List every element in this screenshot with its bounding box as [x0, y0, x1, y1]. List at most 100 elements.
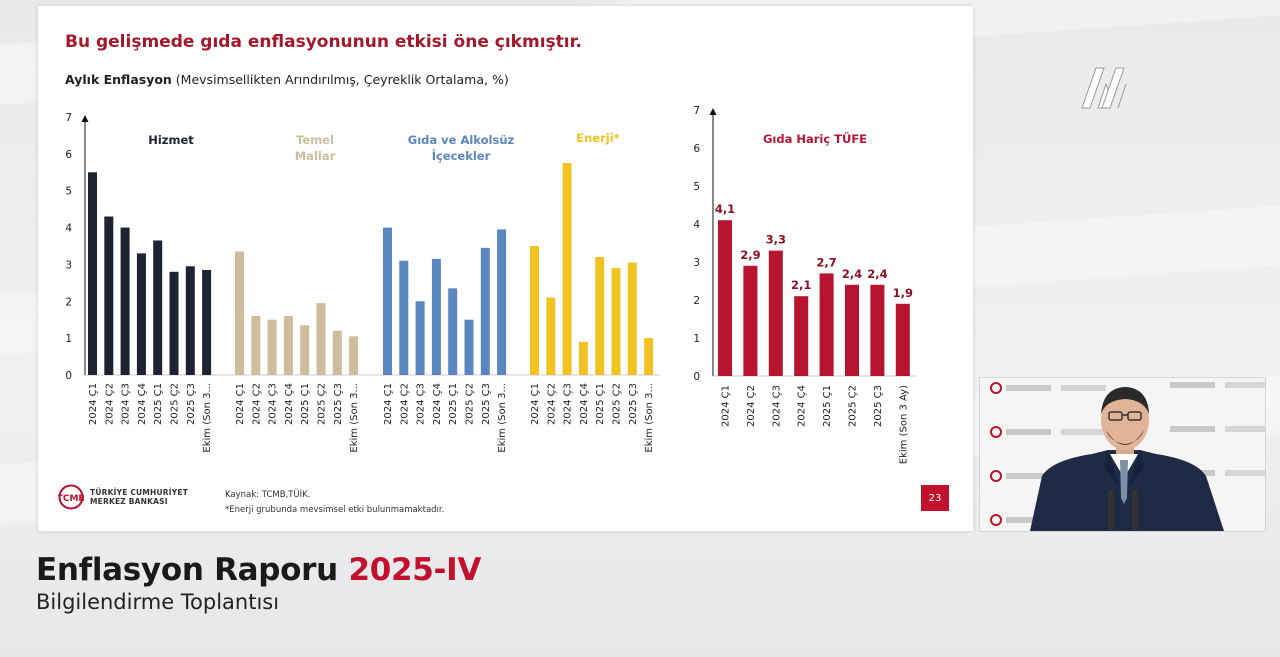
series-title-temel-mallar: Temel: [296, 133, 334, 147]
x-tick-label-gida-haric-tufe: 2025 Ç1: [822, 385, 833, 427]
bar-temel-mallar-1: [235, 251, 244, 375]
series-title-g-da-ve-alkols-z-i-ecekler: Gıda ve Alkolsüz: [408, 133, 515, 147]
footnote-text: *Enerji grubunda mevsimsel etki bulunmam…: [225, 505, 445, 515]
bar-g-da-ve-alkols-z-i-ecekler-2: [399, 260, 409, 375]
logo-text: TÜRKİYE CUMHURİYET MERKEZ BANKASI: [90, 488, 188, 506]
bar-temel-mallar-5: [300, 325, 310, 375]
backdrop-logo-row: [990, 382, 1106, 394]
x-tick-label-g-da-ve-alkols-z-i-ecekler: 2024 Ç3: [416, 383, 427, 425]
bar-g-da-ve-alkols-z-i-ecekler-3: [415, 301, 425, 375]
x-tick-label-enerji: 2025 Ç2: [612, 383, 623, 425]
x-tick-label-hizmet: 2024 Ç3: [121, 383, 132, 425]
right-y-tick-label: 7: [693, 105, 700, 117]
speaker-video: [979, 377, 1266, 532]
x-tick-label-temel-mallar: 2025 Ç1: [300, 383, 311, 425]
x-tick-label-hizmet: 2025 Ç3: [186, 383, 197, 425]
bar-gida-haric-tufe-1: [718, 220, 732, 376]
bar-enerji-3: [562, 163, 572, 375]
bar-hizmet-7: [185, 266, 195, 375]
bar-gida-haric-tufe-5: [819, 273, 834, 376]
x-tick-label-hizmet: 2025 Ç2: [170, 383, 181, 425]
data-label-gida-haric-tufe: 2,1: [791, 278, 811, 292]
x-tick-label-g-da-ve-alkols-z-i-ecekler: 2025 Ç3: [481, 383, 492, 425]
data-label-gida-haric-tufe: 3,3: [766, 233, 786, 247]
x-tick-label-hizmet: 2024 Ç4: [137, 383, 148, 425]
tcmb-logo: TCMB TÜRKİYE CUMHURİYET MERKEZ BANKASI: [58, 484, 188, 510]
bar-temel-mallar-8: [349, 336, 359, 375]
data-label-gida-haric-tufe: 2,9: [740, 248, 760, 262]
bar-gida-haric-tufe-6: [845, 284, 859, 376]
x-tick-label-gida-haric-tufe: 2024 Ç3: [771, 385, 782, 427]
bar-g-da-ve-alkols-z-i-ecekler-7: [480, 247, 490, 375]
series-title-hizmet: Hizmet: [148, 133, 194, 147]
bar-gida-haric-tufe-2: [743, 265, 758, 376]
bar-hizmet-3: [120, 227, 130, 375]
left-y-tick-label: 3: [65, 259, 72, 271]
x-tick-label-temel-mallar: 2024 Ç3: [268, 383, 279, 425]
right-y-axis-arrow: [709, 108, 717, 115]
x-tick-label-gida-haric-tufe: 2025 Ç3: [873, 385, 884, 427]
bar-g-da-ve-alkols-z-i-ecekler-5: [448, 288, 458, 375]
x-tick-label-enerji: 2025 Ç1: [595, 383, 606, 425]
x-tick-label-g-da-ve-alkols-z-i-ecekler: 2024 Ç4: [432, 383, 443, 425]
bar-hizmet-6: [169, 271, 179, 375]
broadcast-title: Enflasyon Raporu 2025-IV: [36, 552, 481, 588]
bar-temel-mallar-2: [251, 316, 261, 375]
bar-hizmet-2: [104, 216, 114, 375]
x-tick-label-g-da-ve-alkols-z-i-ecekler: 2025 Ç2: [465, 383, 476, 425]
chart-area: 0 1 2 3 4 5 6 7 2024 Ç1 2024 Ç2 2024 Ç3 2024 Ç4 2025…: [65, 105, 916, 464]
series-title-enerji: Enerji*: [576, 131, 619, 145]
right-y-tick-label: 4: [693, 219, 700, 231]
subtitle-rest: (Mevsimsellikten Arındırılmış, Çeyreklik…: [171, 72, 509, 87]
bar-temel-mallar-3: [267, 319, 277, 375]
subtitle-bold: Aylık Enflasyon: [65, 72, 172, 87]
bar-hizmet-5: [153, 240, 163, 375]
x-tick-label-g-da-ve-alkols-z-i-ecekler: Ekim (Son 3...: [497, 383, 508, 453]
right-y-tick-label: 5: [693, 181, 700, 193]
x-tick-label-gida-haric-tufe: Ekim (Son 3 Ay): [898, 385, 909, 464]
logo-line-1: TÜRKİYE CUMHURİYET: [90, 488, 189, 497]
bar-temel-mallar-6: [316, 303, 326, 375]
x-tick-label-enerji: 2024 Ç1: [530, 383, 541, 425]
left-y-tick-label: 6: [65, 149, 72, 161]
data-label-gida-haric-tufe: 2,4: [842, 267, 862, 281]
series-title-g-da-ve-alkols-z-i-ecekler: İçecekler: [432, 148, 491, 163]
x-tick-label-temel-mallar: Ekim (Son 3...: [349, 383, 360, 453]
x-tick-label-gida-haric-tufe: 2024 Ç2: [746, 385, 757, 427]
left-y-tick-label: 2: [65, 296, 72, 308]
x-tick-label-temel-mallar: 2025 Ç2: [317, 383, 328, 425]
data-label-gida-haric-tufe: 1,9: [893, 286, 913, 300]
x-tick-label-hizmet: 2024 Ç1: [88, 383, 99, 425]
x-tick-label-enerji: 2024 Ç4: [579, 383, 590, 425]
bar-enerji-8: [644, 338, 654, 375]
x-tick-label-temel-mallar: 2024 Ç1: [235, 383, 246, 425]
x-tick-label-temel-mallar: 2024 Ç2: [251, 383, 262, 425]
bar-enerji-7: [627, 262, 637, 375]
logo-line-2: MERKEZ BANKASI: [90, 497, 168, 506]
bar-g-da-ve-alkols-z-i-ecekler-1: [383, 227, 392, 375]
bar-hizmet-1: [88, 172, 97, 375]
data-label-gida-haric-tufe: 4,1: [715, 202, 735, 216]
bar-temel-mallar-7: [332, 330, 342, 375]
tcmb-logo-icon: TCMB: [58, 484, 84, 510]
right-y-tick-label: 3: [693, 257, 700, 269]
x-tick-label-temel-mallar: 2024 Ç4: [284, 383, 295, 425]
backdrop-logo-row: [990, 426, 1106, 438]
slide-title: Bu gelişmede gıda enflasyonunun etkisi ö…: [65, 32, 583, 52]
x-tick-label-hizmet: Ekim (Son 3...: [202, 383, 213, 453]
left-y-tick-label: 7: [65, 112, 72, 124]
right-y-tick-label: 6: [693, 143, 700, 155]
x-tick-label-enerji: 2024 Ç2: [546, 383, 557, 425]
backdrop-logo-row: [1170, 382, 1265, 388]
presentation-slide: Bu gelişmede gıda enflasyonunun etkisi ö…: [38, 6, 973, 531]
bar-hizmet-4: [136, 253, 146, 375]
page-number-badge: 23: [921, 485, 949, 511]
bar-enerji-4: [578, 341, 588, 375]
bar-gida-haric-tufe-7: [870, 284, 885, 376]
x-tick-label-temel-mallar: 2025 Ç3: [333, 383, 344, 425]
backdrop-logo-row: [1170, 426, 1265, 432]
left-y-tick-label: 5: [65, 186, 72, 198]
bar-hizmet-8: [202, 269, 212, 375]
x-tick-label-enerji: Ekim (Son 3...: [644, 383, 655, 453]
source-note: Kaynak: TCMB,TÜİK. *Enerji grubunda mevs…: [225, 488, 444, 518]
